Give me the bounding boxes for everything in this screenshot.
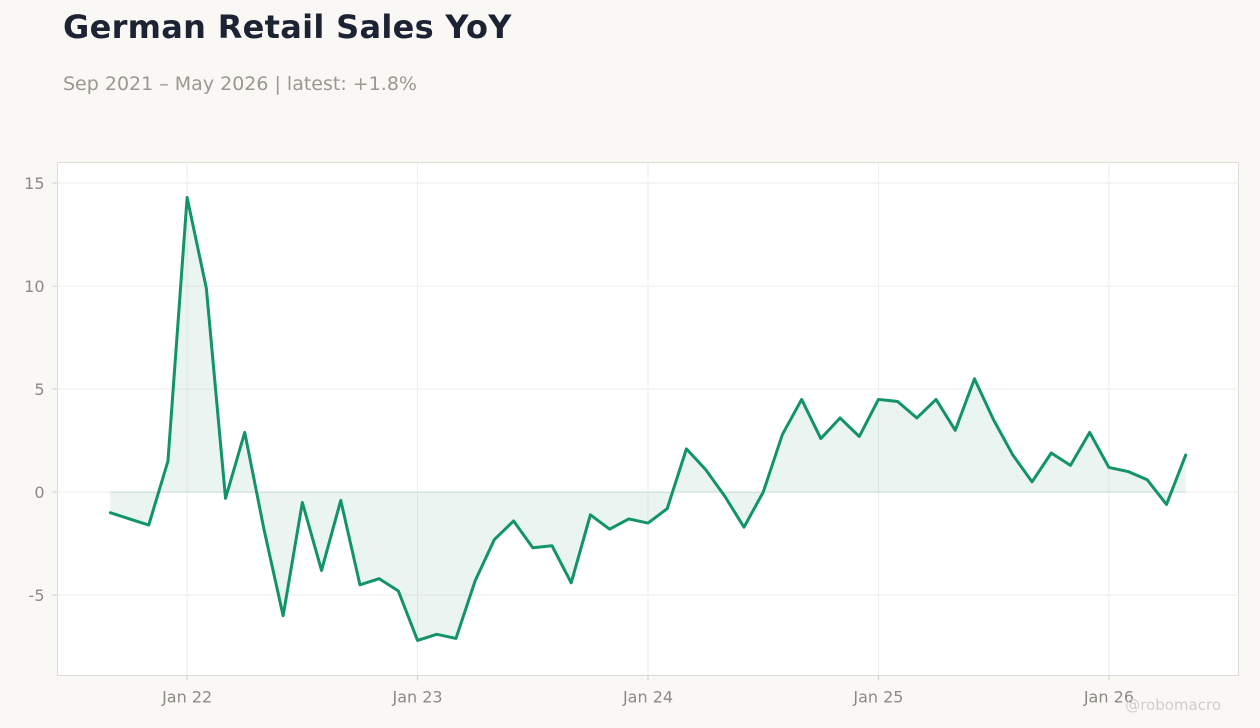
- chart-title: German Retail Sales YoY: [63, 8, 512, 46]
- y-tick-label: 15: [24, 174, 44, 193]
- chart-subtitle: Sep 2021 – May 2026 | latest: +1.8%: [63, 73, 417, 95]
- series-line: [108, 196, 1188, 642]
- y-tick-label: 5: [34, 380, 44, 399]
- y-axis-ticks: 15 10 5 0 -5: [24, 174, 58, 605]
- x-tick-label: Jan 24: [622, 688, 673, 707]
- y-tick-label: 10: [24, 277, 44, 296]
- gridlines: [57, 162, 1239, 676]
- x-tick-label: Jan 26: [1083, 688, 1134, 707]
- x-axis-ticks: Jan 22 Jan 23 Jan 24 Jan 25 Jan 26: [161, 675, 1134, 707]
- area-fill: [110, 197, 1186, 641]
- x-tick-label: Jan 25: [852, 688, 903, 707]
- y-tick-label: -5: [29, 586, 45, 605]
- y-tick-label: 0: [34, 483, 44, 502]
- watermark: @robomacro: [1125, 696, 1221, 714]
- x-tick-label: Jan 23: [392, 688, 443, 707]
- x-tick-label: Jan 22: [161, 688, 212, 707]
